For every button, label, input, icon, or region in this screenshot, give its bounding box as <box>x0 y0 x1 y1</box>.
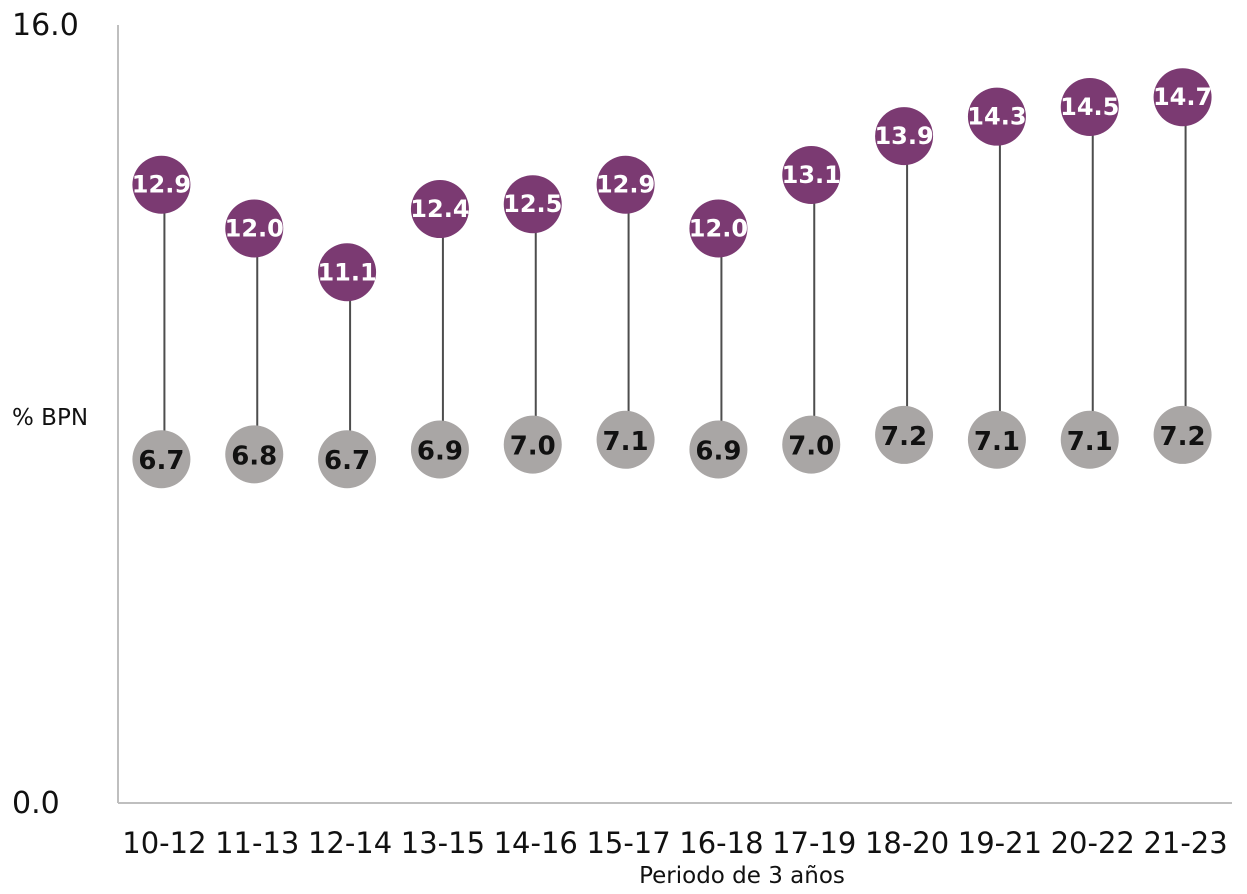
low-value-label: 6.9 <box>417 436 463 466</box>
high-value-label: 12.4 <box>410 195 469 223</box>
high-value-label: 11.1 <box>317 258 376 286</box>
high-value-label: 12.0 <box>689 215 748 243</box>
x-tick-label: 14-16 <box>494 826 578 860</box>
x-tick-label: 21-23 <box>1143 826 1227 860</box>
x-tick-label: 20-22 <box>1051 826 1135 860</box>
high-value-marker <box>410 180 469 239</box>
low-value-marker <box>596 410 655 469</box>
low-value-marker <box>410 420 469 479</box>
low-value-label: 7.1 <box>974 427 1020 457</box>
x-tick-label: 15-17 <box>586 826 670 860</box>
low-value-marker <box>225 425 284 484</box>
high-value-label: 12.9 <box>596 171 655 199</box>
low-value-label: 7.2 <box>881 422 927 452</box>
low-value-marker <box>967 410 1026 469</box>
high-value-marker <box>782 146 841 205</box>
x-tick-label: 13-15 <box>401 826 485 860</box>
low-value-label: 7.0 <box>788 432 834 462</box>
high-value-marker <box>967 87 1026 146</box>
x-tick-label: 18-20 <box>865 826 949 860</box>
high-value-marker <box>503 175 562 234</box>
low-value-marker <box>318 430 377 489</box>
low-value-marker <box>1060 410 1119 469</box>
x-tick-label: 19-21 <box>958 826 1042 860</box>
high-value-marker <box>1060 77 1119 136</box>
high-value-marker <box>875 107 934 166</box>
x-tick-label: 10-12 <box>122 826 206 860</box>
low-value-marker <box>875 405 934 464</box>
x-tick-label: 16-18 <box>679 826 763 860</box>
high-value-label: 14.7 <box>1153 83 1212 111</box>
x-tick-label: 12-14 <box>308 826 392 860</box>
x-tick-label: 11-13 <box>215 826 299 860</box>
low-value-label: 6.7 <box>324 446 370 476</box>
high-value-label: 14.5 <box>1060 93 1119 121</box>
y-tick-label-max: 16.0 <box>12 8 79 43</box>
low-value-marker <box>503 415 562 474</box>
low-value-label: 7.1 <box>1067 427 1113 457</box>
low-value-marker <box>132 430 191 489</box>
y-tick-label-min: 0.0 <box>12 786 60 821</box>
low-value-label: 7.0 <box>510 432 556 462</box>
high-value-label: 12.9 <box>132 171 191 199</box>
low-value-label: 7.1 <box>603 427 649 457</box>
high-value-marker <box>689 199 748 258</box>
high-value-label: 14.3 <box>967 103 1026 131</box>
low-value-marker <box>1153 405 1212 464</box>
high-value-label: 13.1 <box>782 161 841 189</box>
high-value-marker <box>132 155 191 214</box>
x-tick-label: 17-19 <box>772 826 856 860</box>
high-value-label: 12.5 <box>503 190 562 218</box>
low-value-label: 6.9 <box>695 436 741 466</box>
connector-group <box>163 100 1187 457</box>
high-series-group: 12.9 12.0 11.1 12.4 12.5 12.9 12.0 13.1 13.9 14.3… <box>132 68 1212 302</box>
low-value-marker <box>782 415 841 474</box>
low-value-label: 6.8 <box>231 441 277 471</box>
y-axis-title: % BPN <box>12 405 88 431</box>
high-value-label: 13.9 <box>874 122 933 150</box>
low-series-group: 6.7 6.8 6.7 6.9 7.0 7.1 6.9 7.0 7.2 7.1 7.1 7.2 <box>132 405 1212 489</box>
high-value-marker <box>318 243 377 302</box>
high-value-marker <box>596 155 655 214</box>
high-value-label: 12.0 <box>225 215 284 243</box>
category-label-group: 10-12 11-13 12-14 13-15 14-16 15-17 16-18 17-19… <box>122 826 1227 860</box>
low-value-label: 7.2 <box>1160 422 1206 452</box>
x-axis-title: Periodo de 3 años <box>639 863 845 889</box>
low-value-marker <box>689 420 748 479</box>
high-value-marker <box>225 199 284 258</box>
low-value-label: 6.7 <box>138 446 184 476</box>
high-value-marker <box>1153 68 1212 127</box>
